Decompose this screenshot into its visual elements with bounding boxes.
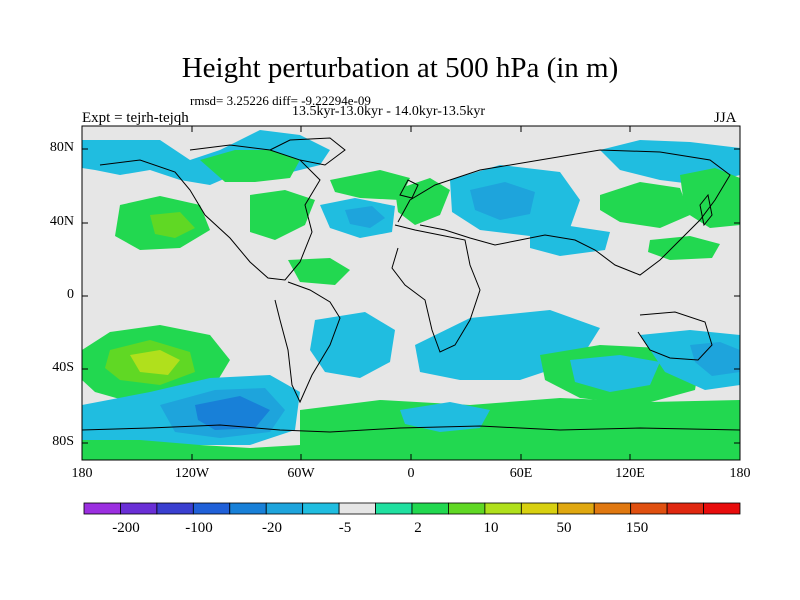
colorbar-label: 10 bbox=[483, 520, 499, 536]
anomaly-green-north-america bbox=[200, 150, 300, 182]
anomaly-yellow-south-pacific-core bbox=[130, 350, 180, 375]
contour-field bbox=[82, 126, 740, 460]
colorbar-label: 150 bbox=[625, 520, 649, 536]
colorbar-swatch bbox=[666, 502, 704, 515]
coastlines bbox=[82, 137, 740, 433]
colorbar-swatch bbox=[448, 502, 486, 515]
colorbar-swatch bbox=[338, 502, 376, 515]
colorbar-swatch bbox=[703, 502, 741, 515]
anomaly-blue-south-indian-core bbox=[570, 355, 660, 392]
anomaly-blue-atlantic-core bbox=[345, 206, 385, 228]
colorbar-label: 2 bbox=[414, 520, 422, 536]
colorbar-label: 50 bbox=[556, 520, 572, 536]
anomaly-green-europe bbox=[395, 178, 450, 225]
stats-label: rmsd= 3.25226 diff= -9.22294e-09 bbox=[190, 93, 371, 108]
colorbar-swatch bbox=[557, 502, 595, 515]
coastline-japan bbox=[699, 193, 713, 227]
colorbar-swatch bbox=[375, 502, 413, 515]
colorbar-label: -5 bbox=[338, 520, 352, 536]
coastline-britain bbox=[399, 179, 419, 199]
colorbar-label: -200 bbox=[112, 520, 140, 536]
lon-label: 120W bbox=[174, 466, 210, 481]
colorbar-label: -20 bbox=[262, 520, 282, 536]
anomaly-green-central-asia bbox=[600, 182, 690, 228]
colorbar-swatch bbox=[593, 502, 632, 515]
anomaly-blue-southeast-pacific-core bbox=[195, 396, 270, 430]
colorbar-swatch bbox=[630, 502, 668, 515]
lon-label: 180 bbox=[729, 466, 751, 481]
lon-label: 120E bbox=[615, 466, 645, 481]
colorbar-swatch bbox=[120, 502, 158, 515]
period-label: 13.5kyr-13.0kyr - 14.0kyr-13.5kyr bbox=[292, 104, 486, 119]
anomaly-blue-australia-core bbox=[690, 342, 740, 376]
lon-label: 180 bbox=[71, 466, 93, 481]
anomaly-green-north-atlantic bbox=[330, 170, 410, 200]
coastline-antarctica bbox=[82, 424, 740, 433]
anomaly-green-east-us bbox=[250, 190, 315, 240]
colorbar-swatch bbox=[302, 502, 340, 515]
map-title: Height perturbation at 500 hPa (in m) bbox=[181, 52, 619, 84]
colorbar-swatch bbox=[229, 502, 267, 515]
colorbar bbox=[83, 502, 741, 515]
colorbar-label: -100 bbox=[185, 520, 213, 536]
coastline-australia bbox=[637, 311, 713, 361]
colorbar-swatch bbox=[520, 502, 559, 515]
coastline-north-america bbox=[99, 144, 321, 281]
lon-label: 60E bbox=[509, 466, 533, 481]
anomaly-blue-south-asia bbox=[530, 226, 610, 256]
colorbar-swatch bbox=[192, 502, 231, 515]
coastline-south-america bbox=[274, 281, 341, 404]
lon-label: 60W bbox=[287, 466, 315, 481]
axis-ticks bbox=[82, 126, 740, 460]
lat-label: 0 bbox=[67, 287, 74, 302]
anomaly-blue-antarctic-patch bbox=[400, 402, 490, 432]
lat-label: 80S bbox=[52, 434, 74, 449]
season-label: JJA bbox=[714, 110, 737, 126]
colorbar-swatch bbox=[411, 502, 449, 515]
anomaly-blue-eurasia-core bbox=[470, 182, 535, 220]
anomaly-blue-south-atlantic bbox=[310, 312, 395, 378]
coastline-africa bbox=[391, 224, 481, 353]
anomaly-green-subtropical-atlantic bbox=[288, 258, 350, 285]
colorbar-swatch bbox=[265, 502, 304, 515]
colorbar-swatch bbox=[83, 502, 121, 515]
coastline-eurasia bbox=[397, 149, 731, 276]
colorbar-swatch bbox=[484, 502, 522, 515]
lon-label: 0 bbox=[407, 466, 415, 481]
colorbar-swatch bbox=[156, 502, 194, 515]
anomaly-green-antarctic-west bbox=[82, 440, 300, 460]
coastline-greenland bbox=[269, 137, 346, 166]
lat-label: 80N bbox=[49, 140, 74, 155]
lat-label: 40S bbox=[52, 360, 74, 375]
anomaly-green-north-pacific-core bbox=[150, 212, 195, 238]
experiment-label: Expt = tejrh-tejqh bbox=[82, 110, 189, 126]
lat-label: 40N bbox=[49, 214, 74, 229]
